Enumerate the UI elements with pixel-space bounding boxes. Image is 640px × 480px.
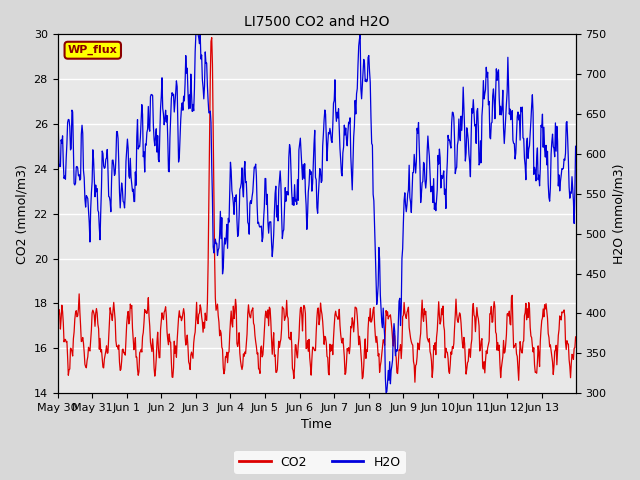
Text: WP_flux: WP_flux <box>68 45 118 55</box>
Legend: CO2, H2O: CO2, H2O <box>234 451 406 474</box>
X-axis label: Time: Time <box>301 419 332 432</box>
Y-axis label: CO2 (mmol/m3): CO2 (mmol/m3) <box>15 164 28 264</box>
Title: LI7500 CO2 and H2O: LI7500 CO2 and H2O <box>244 15 389 29</box>
Y-axis label: H2O (mmol/m3): H2O (mmol/m3) <box>612 164 625 264</box>
